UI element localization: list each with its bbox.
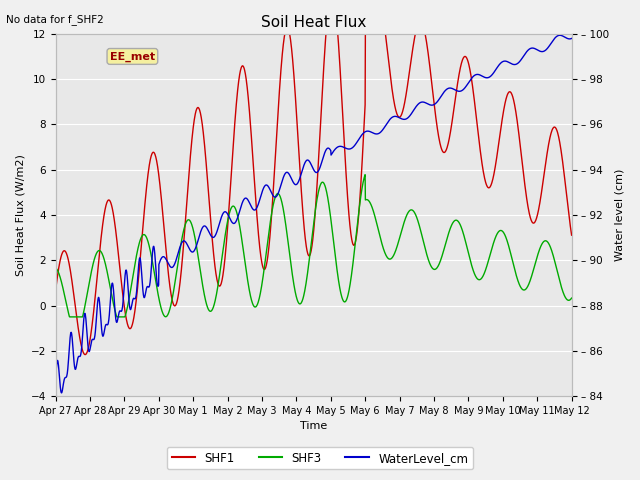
WaterLevel_cm <box>289 179 297 185</box>
SHF3 <box>52 265 60 271</box>
WaterLevel_cm <box>568 36 575 41</box>
SHF3 <box>568 295 575 301</box>
Line: SHF3: SHF3 <box>56 175 572 317</box>
Title: Soil Heat Flux: Soil Heat Flux <box>261 15 366 30</box>
WaterLevel_cm <box>458 87 466 93</box>
SHF3 <box>553 267 561 273</box>
SHF3 <box>361 172 369 178</box>
SHF3 <box>289 277 297 283</box>
SHF3 <box>78 314 86 320</box>
WaterLevel_cm <box>556 32 564 38</box>
Text: No data for f_SHF2: No data for f_SHF2 <box>6 14 104 25</box>
SHF1 <box>81 352 89 358</box>
SHF3 <box>66 314 74 320</box>
WaterLevel_cm <box>553 34 561 39</box>
SHF1 <box>553 128 561 133</box>
SHF1 <box>289 66 297 72</box>
SHF1 <box>459 57 467 63</box>
SHF1 <box>554 128 561 134</box>
SHF3 <box>554 268 561 274</box>
Line: WaterLevel_cm: WaterLevel_cm <box>56 35 572 393</box>
Legend: SHF1, SHF3, WaterLevel_cm: SHF1, SHF3, WaterLevel_cm <box>167 447 473 469</box>
WaterLevel_cm <box>58 390 65 396</box>
SHF1 <box>303 248 311 253</box>
WaterLevel_cm <box>303 157 310 163</box>
SHF1 <box>52 287 60 293</box>
SHF3 <box>303 276 310 281</box>
Y-axis label: Soil Heat Flux (W/m2): Soil Heat Flux (W/m2) <box>15 154 25 276</box>
X-axis label: Time: Time <box>300 421 327 432</box>
WaterLevel_cm <box>52 378 60 384</box>
SHF3 <box>459 228 467 233</box>
Text: EE_met: EE_met <box>110 51 155 61</box>
SHF1 <box>78 346 86 351</box>
Line: SHF1: SHF1 <box>56 34 572 355</box>
WaterLevel_cm <box>553 34 561 39</box>
SHF1 <box>281 31 289 37</box>
SHF1 <box>568 232 575 238</box>
Y-axis label: Water level (cm): Water level (cm) <box>615 169 625 261</box>
WaterLevel_cm <box>78 337 86 343</box>
